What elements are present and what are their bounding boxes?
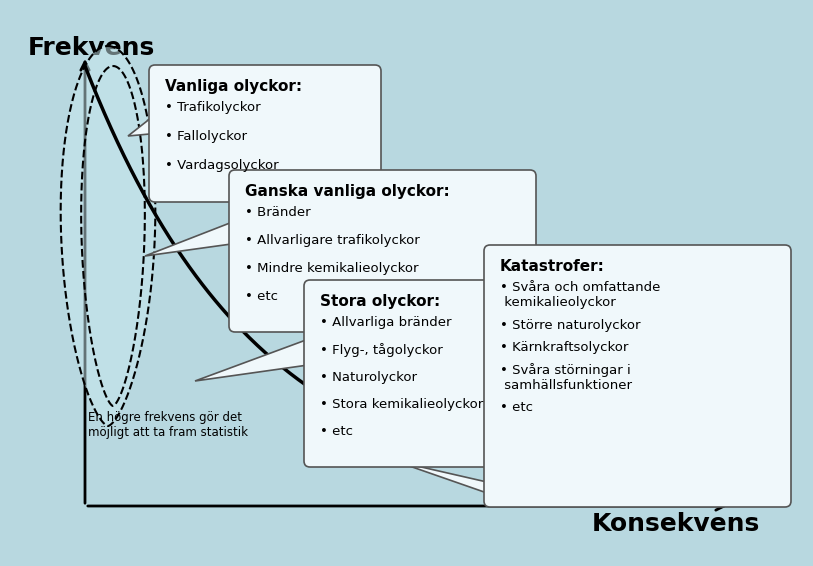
FancyBboxPatch shape	[484, 245, 791, 507]
Text: Stora olyckor:: Stora olyckor:	[320, 294, 441, 309]
Text: • Kärnkraftsolyckor: • Kärnkraftsolyckor	[500, 341, 628, 354]
Text: • Svåra störningar i
 samhällsfunktioner: • Svåra störningar i samhällsfunktioner	[500, 363, 632, 392]
Polygon shape	[395, 461, 570, 501]
Polygon shape	[195, 338, 310, 381]
Polygon shape	[61, 46, 155, 426]
Text: • Trafikolyckor: • Trafikolyckor	[165, 101, 261, 114]
Text: • Naturolyckor: • Naturolyckor	[320, 371, 417, 384]
FancyBboxPatch shape	[304, 280, 591, 467]
Text: • Fallolyckor: • Fallolyckor	[165, 130, 247, 143]
Polygon shape	[145, 221, 235, 256]
Text: • Bränder: • Bränder	[245, 206, 311, 219]
Text: • etc: • etc	[320, 426, 353, 439]
Text: Konsekvens: Konsekvens	[592, 512, 760, 536]
Text: Frekvens: Frekvens	[28, 36, 155, 60]
Text: • Allvarliga bränder: • Allvarliga bränder	[320, 316, 451, 329]
Text: • Stora kemikalieolyckor: • Stora kemikalieolyckor	[320, 398, 483, 411]
Text: Ganska vanliga olyckor:: Ganska vanliga olyckor:	[245, 184, 450, 199]
FancyBboxPatch shape	[149, 65, 381, 202]
Text: Vanliga olyckor:: Vanliga olyckor:	[165, 79, 302, 94]
Text: • Svåra och omfattande
 kemikalieolyckor: • Svåra och omfattande kemikalieolyckor	[500, 281, 660, 309]
Text: En högre frekvens gör det
möjligt att ta fram statistik: En högre frekvens gör det möjligt att ta…	[88, 411, 248, 439]
Text: Katastrofer:: Katastrofer:	[500, 259, 605, 274]
Text: • Mindre kemikalieolyckor: • Mindre kemikalieolyckor	[245, 262, 419, 275]
Text: • Allvarligare trafikolyckor: • Allvarligare trafikolyckor	[245, 234, 420, 247]
Text: • etc: • etc	[500, 401, 533, 414]
Polygon shape	[128, 115, 155, 136]
Text: • Vardagsolyckor: • Vardagsolyckor	[165, 158, 279, 171]
Text: • Flyg-, tågolyckor: • Flyg-, tågolyckor	[320, 344, 443, 357]
FancyBboxPatch shape	[229, 170, 536, 332]
Text: • etc: • etc	[245, 290, 278, 303]
Text: • Större naturolyckor: • Större naturolyckor	[500, 319, 641, 332]
